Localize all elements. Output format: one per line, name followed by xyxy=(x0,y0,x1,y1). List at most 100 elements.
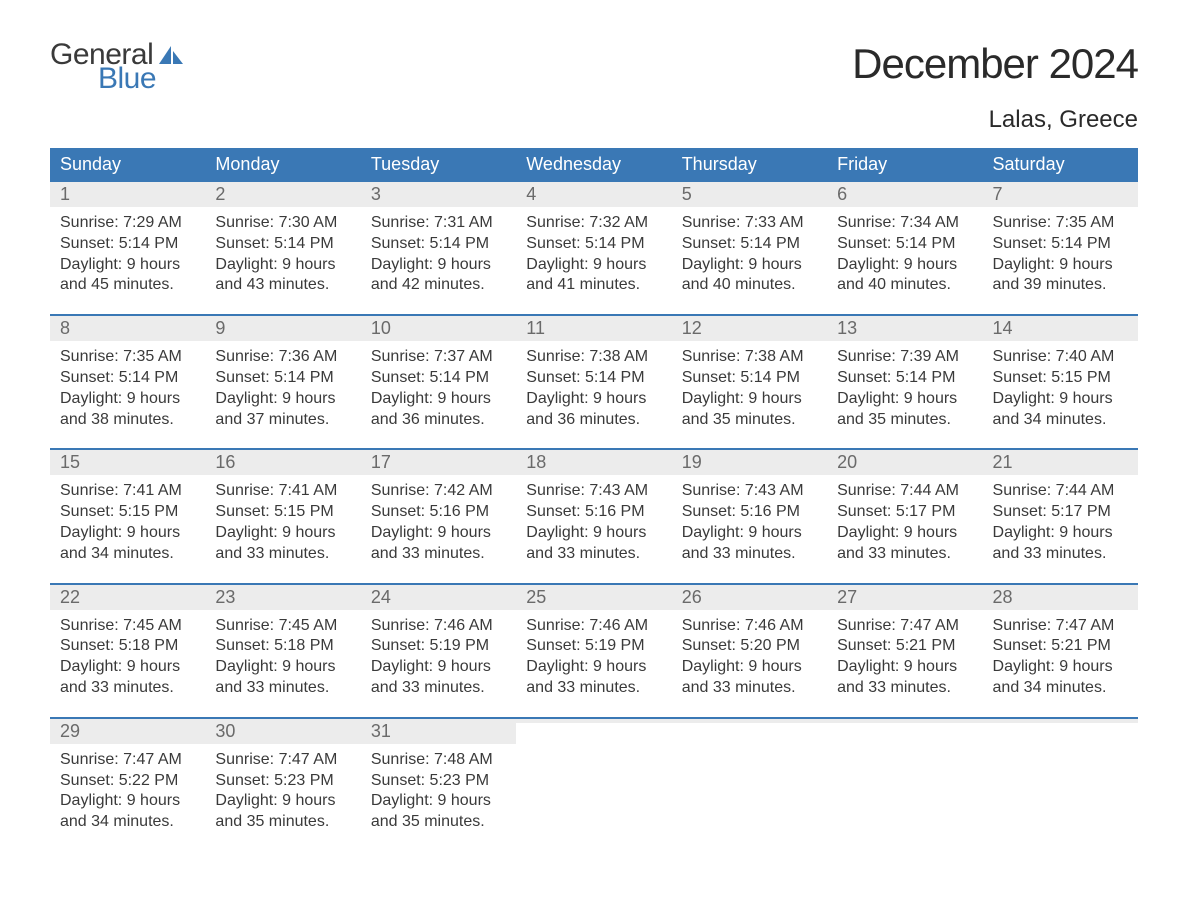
day-sunrise: Sunrise: 7:43 AM xyxy=(682,481,817,502)
day-sunset: Sunset: 5:14 PM xyxy=(215,368,350,389)
day-d2: and 34 minutes. xyxy=(60,812,195,833)
day-sunrise: Sunrise: 7:47 AM xyxy=(215,750,350,771)
day-d2: and 35 minutes. xyxy=(837,410,972,431)
calendar-day: 28Sunrise: 7:47 AMSunset: 5:21 PMDayligh… xyxy=(983,585,1138,699)
calendar-day: 24Sunrise: 7:46 AMSunset: 5:19 PMDayligh… xyxy=(361,585,516,699)
day-d2: and 33 minutes. xyxy=(215,544,350,565)
day-number: 19 xyxy=(672,450,827,475)
day-number: 15 xyxy=(50,450,205,475)
day-body: Sunrise: 7:39 AMSunset: 5:14 PMDaylight:… xyxy=(827,341,982,430)
day-number: 12 xyxy=(672,316,827,341)
day-number: 2 xyxy=(205,182,360,207)
title-block: December 2024 Lalas, Greece xyxy=(852,40,1138,134)
day-number: 13 xyxy=(827,316,982,341)
calendar-day: 14Sunrise: 7:40 AMSunset: 5:15 PMDayligh… xyxy=(983,316,1138,430)
day-sunset: Sunset: 5:14 PM xyxy=(837,368,972,389)
day-sunrise: Sunrise: 7:45 AM xyxy=(60,616,195,637)
day-sunset: Sunset: 5:16 PM xyxy=(682,502,817,523)
day-d1: Daylight: 9 hours xyxy=(526,255,661,276)
day-number: 8 xyxy=(50,316,205,341)
day-number: 30 xyxy=(205,719,360,744)
weekday-header: Wednesday xyxy=(516,148,671,182)
day-sunset: Sunset: 5:19 PM xyxy=(526,636,661,657)
day-d2: and 35 minutes. xyxy=(215,812,350,833)
calendar-day: 27Sunrise: 7:47 AMSunset: 5:21 PMDayligh… xyxy=(827,585,982,699)
calendar-day: 10Sunrise: 7:37 AMSunset: 5:14 PMDayligh… xyxy=(361,316,516,430)
day-sunrise: Sunrise: 7:39 AM xyxy=(837,347,972,368)
day-d1: Daylight: 9 hours xyxy=(215,389,350,410)
day-d2: and 33 minutes. xyxy=(526,678,661,699)
day-sunset: Sunset: 5:14 PM xyxy=(526,234,661,255)
day-number: 22 xyxy=(50,585,205,610)
day-number: 9 xyxy=(205,316,360,341)
day-d1: Daylight: 9 hours xyxy=(60,255,195,276)
day-number: 11 xyxy=(516,316,671,341)
day-number: 27 xyxy=(827,585,982,610)
day-d1: Daylight: 9 hours xyxy=(993,523,1128,544)
day-sunrise: Sunrise: 7:42 AM xyxy=(371,481,506,502)
day-number: 29 xyxy=(50,719,205,744)
day-number: 28 xyxy=(983,585,1138,610)
calendar-day: 3Sunrise: 7:31 AMSunset: 5:14 PMDaylight… xyxy=(361,182,516,296)
day-sunrise: Sunrise: 7:41 AM xyxy=(215,481,350,502)
day-sunset: Sunset: 5:14 PM xyxy=(371,368,506,389)
day-d2: and 33 minutes. xyxy=(60,678,195,699)
calendar-day: 30Sunrise: 7:47 AMSunset: 5:23 PMDayligh… xyxy=(205,719,360,833)
day-sunrise: Sunrise: 7:46 AM xyxy=(526,616,661,637)
day-sunset: Sunset: 5:21 PM xyxy=(993,636,1128,657)
calendar-day: 13Sunrise: 7:39 AMSunset: 5:14 PMDayligh… xyxy=(827,316,982,430)
day-d2: and 34 minutes. xyxy=(60,544,195,565)
day-sunrise: Sunrise: 7:32 AM xyxy=(526,213,661,234)
day-sunset: Sunset: 5:14 PM xyxy=(682,234,817,255)
day-d1: Daylight: 9 hours xyxy=(682,255,817,276)
day-number: 14 xyxy=(983,316,1138,341)
day-d2: and 40 minutes. xyxy=(682,275,817,296)
day-sunrise: Sunrise: 7:48 AM xyxy=(371,750,506,771)
calendar-day: 15Sunrise: 7:41 AMSunset: 5:15 PMDayligh… xyxy=(50,450,205,564)
day-sunrise: Sunrise: 7:33 AM xyxy=(682,213,817,234)
day-d2: and 34 minutes. xyxy=(993,678,1128,699)
day-sunrise: Sunrise: 7:47 AM xyxy=(60,750,195,771)
day-body: Sunrise: 7:35 AMSunset: 5:14 PMDaylight:… xyxy=(983,207,1138,296)
day-sunset: Sunset: 5:14 PM xyxy=(60,234,195,255)
day-number: 18 xyxy=(516,450,671,475)
day-sunrise: Sunrise: 7:35 AM xyxy=(60,347,195,368)
day-number: 31 xyxy=(361,719,516,744)
day-sunrise: Sunrise: 7:45 AM xyxy=(215,616,350,637)
day-d2: and 36 minutes. xyxy=(371,410,506,431)
day-d2: and 45 minutes. xyxy=(60,275,195,296)
day-body: Sunrise: 7:47 AMSunset: 5:23 PMDaylight:… xyxy=(205,744,360,833)
day-d1: Daylight: 9 hours xyxy=(837,389,972,410)
calendar-day: 4Sunrise: 7:32 AMSunset: 5:14 PMDaylight… xyxy=(516,182,671,296)
day-body xyxy=(827,723,982,729)
day-d2: and 33 minutes. xyxy=(215,678,350,699)
calendar-day: 9Sunrise: 7:36 AMSunset: 5:14 PMDaylight… xyxy=(205,316,360,430)
day-d2: and 33 minutes. xyxy=(993,544,1128,565)
day-sunset: Sunset: 5:21 PM xyxy=(837,636,972,657)
day-sunset: Sunset: 5:19 PM xyxy=(371,636,506,657)
day-sunset: Sunset: 5:14 PM xyxy=(526,368,661,389)
day-d1: Daylight: 9 hours xyxy=(682,657,817,678)
day-d2: and 41 minutes. xyxy=(526,275,661,296)
day-body: Sunrise: 7:38 AMSunset: 5:14 PMDaylight:… xyxy=(516,341,671,430)
day-body: Sunrise: 7:36 AMSunset: 5:14 PMDaylight:… xyxy=(205,341,360,430)
day-body: Sunrise: 7:44 AMSunset: 5:17 PMDaylight:… xyxy=(983,475,1138,564)
day-sunset: Sunset: 5:20 PM xyxy=(682,636,817,657)
day-body: Sunrise: 7:35 AMSunset: 5:14 PMDaylight:… xyxy=(50,341,205,430)
day-sunset: Sunset: 5:22 PM xyxy=(60,771,195,792)
calendar-day: 25Sunrise: 7:46 AMSunset: 5:19 PMDayligh… xyxy=(516,585,671,699)
day-body: Sunrise: 7:33 AMSunset: 5:14 PMDaylight:… xyxy=(672,207,827,296)
day-d1: Daylight: 9 hours xyxy=(993,389,1128,410)
weekday-header: Friday xyxy=(827,148,982,182)
day-sunrise: Sunrise: 7:37 AM xyxy=(371,347,506,368)
calendar-day: 29Sunrise: 7:47 AMSunset: 5:22 PMDayligh… xyxy=(50,719,205,833)
day-sunset: Sunset: 5:15 PM xyxy=(993,368,1128,389)
day-sunrise: Sunrise: 7:44 AM xyxy=(837,481,972,502)
weekday-header: Tuesday xyxy=(361,148,516,182)
day-d1: Daylight: 9 hours xyxy=(682,523,817,544)
calendar-day: 18Sunrise: 7:43 AMSunset: 5:16 PMDayligh… xyxy=(516,450,671,564)
calendar-day: 11Sunrise: 7:38 AMSunset: 5:14 PMDayligh… xyxy=(516,316,671,430)
day-d1: Daylight: 9 hours xyxy=(60,389,195,410)
calendar-day: 20Sunrise: 7:44 AMSunset: 5:17 PMDayligh… xyxy=(827,450,982,564)
day-sunset: Sunset: 5:23 PM xyxy=(215,771,350,792)
